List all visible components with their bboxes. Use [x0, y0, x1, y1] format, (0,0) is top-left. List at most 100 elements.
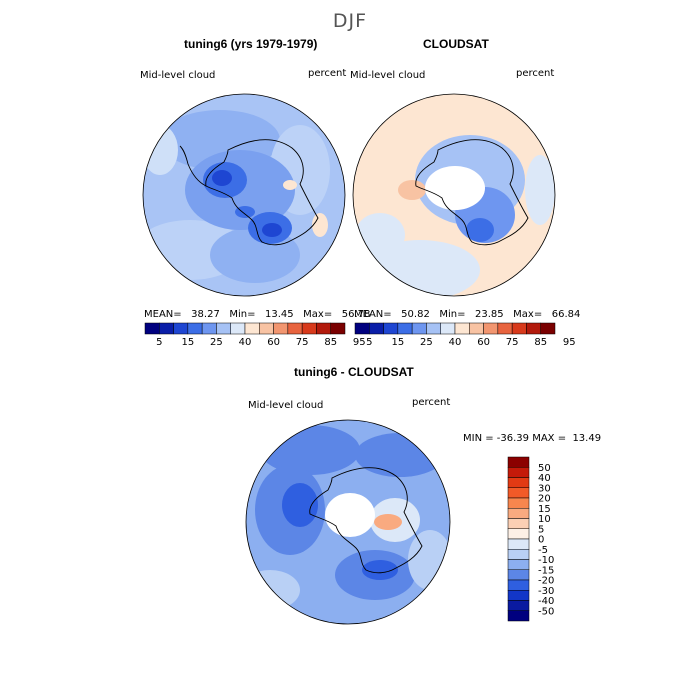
diff-colorbar-tick-label: -5 — [538, 545, 548, 556]
diff-colorbar-swatch-6 — [507, 518, 530, 529]
panel1-colorbar-swatch-10 — [287, 322, 303, 335]
panel1-colorbar-swatch-5 — [216, 322, 231, 335]
diff-colorbar-swatch-0 — [507, 456, 530, 468]
panel2-colorbar: 5 15 25 40 60 75 85 95 — [354, 322, 576, 348]
diff-colorbar-tick-label: -40 — [538, 596, 554, 607]
panel1-map — [142, 93, 346, 297]
panel2-colorbar-swatch-2 — [383, 322, 399, 335]
panel1-stats: MEAN= 38.27 Min= 13.45 Max= 56.78 — [144, 309, 371, 320]
panel2-colorbar-swatch-12 — [526, 322, 541, 335]
panel2-variable: Mid-level cloud — [350, 70, 426, 81]
diff-colorbar-tick-label: 40 — [538, 473, 551, 484]
diff-colorbar-tick-label: -50 — [538, 606, 554, 617]
panel2-colorbar-swatch-10 — [497, 322, 513, 335]
diff-colorbar-swatch-14 — [507, 600, 530, 611]
diff-colorbar-swatch-12 — [507, 579, 530, 591]
panel2-colorbar-swatch-8 — [469, 322, 484, 335]
diff-colorbar-tick-label: 50 — [538, 463, 551, 474]
diff-colorbar-tick-label: -30 — [538, 586, 554, 597]
diff-colorbar-tick-label: 10 — [538, 514, 551, 525]
panel1-colorbar-swatch-0 — [144, 322, 160, 335]
diff-colorbar-swatch-10 — [507, 559, 530, 570]
panel1-colorbar-tick-label: 5 — [156, 337, 162, 348]
panel1-colorbar: 5 15 25 40 60 75 85 95 — [144, 322, 366, 348]
panel2-colorbar-swatch-0 — [354, 322, 370, 335]
panel2-colorbar-tick-label: 95 — [563, 337, 576, 348]
panel1-colorbar-swatch-9 — [273, 322, 289, 335]
panel1-colorbar-tick-label: 15 — [181, 337, 194, 348]
diff-colorbar-swatch-5 — [507, 508, 530, 519]
panel1-colorbar-tick-label: 95 — [353, 337, 366, 348]
panel2-colorbar-tick-label: 15 — [391, 337, 404, 348]
panel1-colorbar-swatch-3 — [187, 322, 203, 335]
diff-colorbar-swatch-9 — [507, 549, 530, 560]
panel2-units: percent — [516, 68, 555, 79]
panel1-colorbar-swatch-13 — [330, 322, 346, 335]
panel2-colorbar-tick-label: 60 — [477, 337, 490, 348]
panel1-colorbar-tick-label: 25 — [210, 337, 223, 348]
panel2-colorbar-swatch-4 — [411, 322, 427, 335]
diff-colorbar-swatch-4 — [507, 497, 530, 509]
diff-colorbar-swatch-13 — [507, 590, 530, 601]
panel2-missing-data-hole — [425, 166, 485, 210]
diff-colorbar-tick-label: 20 — [538, 494, 551, 505]
panel2-colorbar-swatch-13 — [540, 322, 556, 335]
panel2-colorbar-swatch-5 — [426, 322, 441, 335]
panel2-title: CLOUDSAT — [423, 37, 489, 51]
panel1-coastline — [205, 139, 319, 246]
panel2-colorbar-tick-label: 85 — [534, 337, 547, 348]
panel1-colorbar-swatch-7 — [244, 322, 260, 335]
panel1-variable: Mid-level cloud — [140, 70, 216, 81]
panel2-colorbar-swatch-7 — [454, 322, 470, 335]
panel2-map — [352, 93, 556, 297]
diff-colorbar-swatch-3 — [507, 487, 530, 499]
panel2-colorbar-swatch-6 — [440, 322, 456, 335]
panel1-colorbar-tick-label: 75 — [296, 337, 309, 348]
panel2-colorbar-swatch-1 — [369, 322, 384, 335]
panel2-colorbar-swatch-3 — [397, 322, 413, 335]
panel1-colorbar-tick-label: 60 — [267, 337, 280, 348]
diff-colorbar-swatch-15 — [507, 610, 530, 622]
diff-colorbar-swatch-7 — [507, 528, 530, 540]
panel1-colorbar-swatch-8 — [259, 322, 274, 335]
panel1-colorbar-swatch-1 — [159, 322, 174, 335]
diff-coastline — [309, 467, 423, 574]
diff-colorbar-tick-label: 5 — [538, 524, 544, 535]
diff-colorbar-tick-label: -10 — [538, 555, 554, 566]
diff-title: tuning6 - CLOUDSAT — [294, 365, 414, 379]
panel2-colorbar-tick-label: 40 — [449, 337, 462, 348]
panel1-colorbar-swatch-12 — [316, 322, 331, 335]
diff-colorbar-tick-label: 0 — [538, 535, 544, 546]
panel1-colorbar-swatch-2 — [173, 322, 189, 335]
panel2-colorbar-swatch-11 — [511, 322, 527, 335]
diff-colorbar-tick-label: -15 — [538, 565, 554, 576]
diff-colorbar-swatch-1 — [507, 467, 530, 478]
panel1-colorbar-tick-label: 40 — [239, 337, 252, 348]
panel2-stats: MEAN= 50.82 Min= 23.85 Max= 66.84 — [354, 309, 581, 320]
diff-colorbar-swatch-2 — [507, 477, 530, 488]
panel1-colorbar-swatch-4 — [201, 322, 217, 335]
panel2-coastline — [415, 139, 529, 246]
diff-units: percent — [412, 397, 451, 408]
panel2-colorbar-tick-label: 25 — [420, 337, 433, 348]
panel1-colorbar-tick-label: 85 — [324, 337, 337, 348]
diff-colorbar-tick-label: 30 — [538, 483, 551, 494]
panel1-title: tuning6 (yrs 1979-1979) — [184, 37, 318, 51]
diff-colorbar-swatch-11 — [507, 569, 530, 581]
panel1-colorbar-swatch-11 — [301, 322, 317, 335]
diff-minmax: MIN = -36.39 MAX = 13.49 — [463, 433, 602, 444]
panel2-colorbar-tick-label: 75 — [506, 337, 519, 348]
diff-variable: Mid-level cloud — [248, 400, 324, 411]
diff-colorbar-tick-label: -20 — [538, 576, 554, 587]
panel1-colorbar-swatch-6 — [230, 322, 246, 335]
diff-colorbar-swatch-8 — [507, 538, 530, 550]
panel2-colorbar-swatch-9 — [483, 322, 499, 335]
panel1-units: percent — [308, 68, 347, 79]
diff-colorbar-tick-label: 15 — [538, 504, 551, 515]
season-title: DJF — [332, 10, 368, 32]
diff-map — [245, 419, 451, 625]
diff-missing-data-hole — [325, 493, 375, 537]
panel2-colorbar-tick-label: 5 — [366, 337, 372, 348]
